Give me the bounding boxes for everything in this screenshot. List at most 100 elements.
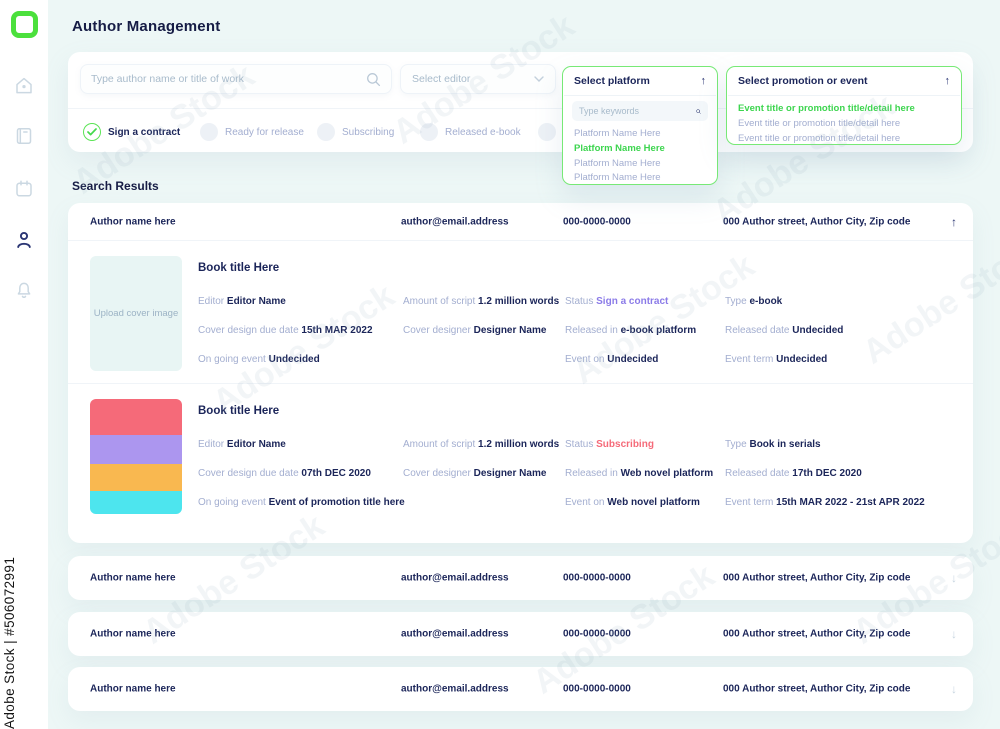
editor-select[interactable]: Select editor	[400, 64, 556, 94]
status-filter-subscribing[interactable]: Subscribing	[317, 123, 394, 141]
nav-notifications[interactable]	[13, 280, 35, 302]
platform-dropdown-toggle[interactable]: Select platform ↑	[563, 67, 717, 95]
status-badge: Subscribing	[596, 439, 654, 450]
cover-stripe-purple	[90, 435, 182, 464]
author-address: 000 Author street, Author City, Zip code	[723, 628, 911, 640]
author-row[interactable]: Author name here author@email.address 00…	[68, 556, 973, 600]
status-filter-label: Released e-book	[445, 126, 521, 138]
author-email: author@email.address	[401, 628, 509, 640]
divider	[68, 383, 973, 384]
platform-keyword-input[interactable]	[579, 106, 696, 116]
nav-books[interactable]	[13, 125, 35, 147]
author-result-expanded: Author name here author@email.address 00…	[68, 203, 973, 543]
checkbox-unchecked-icon	[420, 123, 438, 141]
bell-icon	[17, 282, 31, 299]
field-editor: Editor Editor Name	[198, 296, 286, 307]
status-filter-row: Sign a contract Ready for release Subscr…	[68, 114, 973, 150]
nav-calendar[interactable]	[13, 178, 35, 200]
cover-stripe-orange	[90, 464, 182, 491]
author-result-collapsed: Author name here author@email.address 00…	[68, 612, 973, 656]
home-icon	[16, 77, 32, 94]
author-phone: 000-0000-0000	[563, 628, 631, 640]
status-filter-sign-a-contract[interactable]: Sign a contract	[83, 123, 180, 141]
platform-option-selected[interactable]: Platform Name Here	[574, 142, 665, 154]
cover-stripe-red	[90, 399, 182, 435]
arrow-up-icon: ↑	[944, 74, 951, 87]
user-icon	[17, 231, 31, 248]
author-result-collapsed: Author name here author@email.address 00…	[68, 556, 973, 600]
field-released-date: Released date 17th DEC 2020	[725, 468, 862, 479]
book-icon	[16, 128, 32, 144]
promotion-dropdown-label: Select promotion or event	[738, 75, 868, 87]
calendar-icon	[16, 180, 32, 197]
author-row[interactable]: Author name here author@email.address 00…	[68, 612, 973, 656]
author-name: Author name here	[90, 683, 176, 695]
editor-select-label: Select editor	[412, 73, 471, 85]
promotion-dropdown: Select promotion or event ↑ Event title …	[726, 66, 962, 145]
book-card: Book title Here Editor Editor Name Amoun…	[68, 384, 973, 543]
field-type: Type Book in serials	[725, 439, 821, 450]
status-filter-ready-for-release[interactable]: Ready for release	[200, 123, 304, 141]
checkbox-checked-icon	[83, 123, 101, 141]
field-event-on: Event on Undecided	[565, 354, 659, 365]
field-cover-design-due-date: Cover design due date 07th DEC 2020	[198, 468, 371, 479]
author-name: Author name here	[90, 216, 176, 227]
promotion-option[interactable]: Event title or promotion title/detail he…	[738, 132, 901, 144]
author-email: author@email.address	[401, 572, 509, 584]
field-event-on: Event on Web novel platform	[565, 497, 700, 508]
field-ongoing-event: On going event Undecided	[198, 354, 320, 365]
author-row[interactable]: Author name here author@email.address 00…	[68, 667, 973, 711]
search-icon	[367, 72, 381, 86]
promotion-option-selected[interactable]: Event title or promotion title/detail he…	[738, 103, 915, 114]
checkbox-unchecked-icon	[200, 123, 218, 141]
cover-upload-placeholder[interactable]: Upload cover image	[90, 256, 182, 371]
page-title: Author Management	[72, 18, 221, 35]
author-phone: 000-0000-0000	[563, 572, 631, 584]
chevron-down-icon	[534, 76, 544, 82]
author-address: 000 Author street, Author City, Zip code	[723, 572, 911, 584]
author-row[interactable]: Author name here author@email.address 00…	[68, 203, 973, 240]
field-status: Status Sign a contract	[565, 296, 669, 307]
platform-option[interactable]: Platform Name Here	[574, 172, 661, 184]
field-event-term: Event term 15th MAR 2022 - 21st APR 2022	[725, 497, 925, 508]
nav-home[interactable]	[13, 75, 35, 97]
platform-option[interactable]: Platform Name Here	[574, 128, 661, 139]
platform-keyword-search	[572, 101, 708, 121]
search-icon	[696, 108, 701, 114]
author-name: Author name here	[90, 572, 176, 584]
author-search-input[interactable]	[91, 73, 366, 85]
field-amount-of-script: Amount of script 1.2 million words	[403, 296, 560, 307]
field-ongoing-event: On going event Event of promotion title …	[198, 497, 405, 508]
author-address: 000 Author street, Author City, Zip code	[723, 683, 911, 695]
results-heading: Search Results	[72, 179, 159, 193]
author-phone: 000-0000-0000	[563, 216, 631, 227]
expand-arrow-icon[interactable]: ↓	[951, 571, 957, 585]
field-released-in: Released in Web novel platform	[565, 468, 714, 479]
author-name: Author name here	[90, 628, 176, 640]
author-phone: 000-0000-0000	[563, 683, 631, 695]
expand-arrow-icon[interactable]: ↓	[951, 682, 957, 696]
status-filter-released-e-book[interactable]: Released e-book	[420, 123, 521, 141]
promotion-options: Event title or promotion title/detail he…	[727, 96, 961, 152]
promotion-option[interactable]: Event title or promotion title/detail he…	[738, 117, 901, 129]
promotion-dropdown-toggle[interactable]: Select promotion or event ↑	[727, 67, 961, 95]
divider	[68, 108, 973, 109]
book-title: Book title Here	[198, 262, 280, 274]
collapse-arrow-icon[interactable]: ↑	[951, 214, 957, 229]
author-email: author@email.address	[401, 683, 509, 695]
nav-authors[interactable]	[13, 229, 35, 251]
main-content: Author Management Select editor	[48, 0, 1000, 729]
platform-dropdown: Select platform ↑ Platform Name Here Pla…	[562, 66, 718, 185]
field-status: Status Subscribing	[565, 439, 654, 450]
status-badge: Sign a contract	[596, 296, 669, 307]
platform-option[interactable]: Platform Name Here	[574, 157, 661, 169]
field-cover-designer: Cover designer Designer Name	[403, 325, 547, 336]
platform-options: Platform Name Here Platform Name Here Pl…	[563, 125, 717, 192]
field-cover-designer: Cover designer Designer Name	[403, 468, 547, 479]
status-filter-label: Subscribing	[342, 126, 395, 138]
expand-arrow-icon[interactable]: ↓	[951, 627, 957, 641]
checkbox-unchecked-icon	[538, 123, 556, 141]
app-logo-icon[interactable]	[11, 11, 38, 38]
sidebar	[0, 0, 48, 729]
cover-upload-label: Upload cover image	[93, 308, 179, 319]
